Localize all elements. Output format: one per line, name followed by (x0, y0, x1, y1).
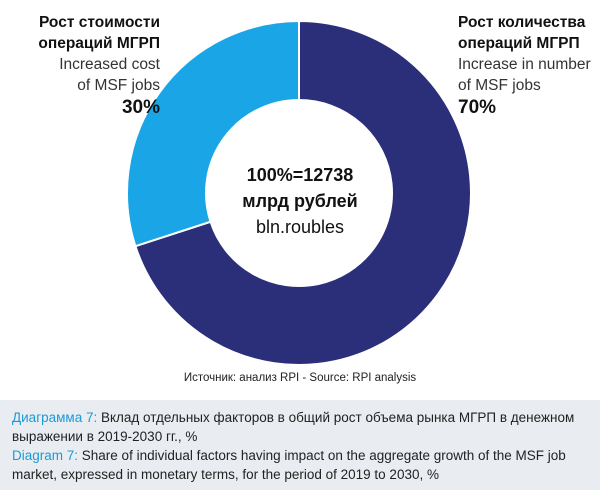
label-cost-ru-line2: операций МГРП (38, 35, 160, 52)
source-note: Источник: анализ RPI - Source: RPI analy… (183, 372, 417, 384)
caption-ru-text: Вклад отдельных факторов в общий рост об… (97, 410, 575, 425)
label-cost-en-line1: Increased cost (59, 56, 160, 73)
caption-ru-line2: выражении в 2019-2030 гг., % (12, 429, 198, 444)
caption-en-tag: Diagram 7: (12, 448, 79, 463)
label-cost-ru-line1: Рост стоимости (38, 14, 160, 31)
label-number-ru-line1: Рост количества (458, 14, 586, 31)
label-number-ru-line2: операций МГРП (458, 35, 580, 52)
donut-slice-number-of-jobs (134, 19, 472, 366)
label-number-en-line2: of MSF jobs (458, 77, 541, 94)
donut-center-total: 100%=12738 млрд рублей bln.roubles (200, 162, 400, 240)
label-number-percent: 70% (458, 97, 497, 118)
caption-en-text: Share of individual factors having impac… (78, 448, 566, 463)
label-cost-percent: 30% (121, 97, 160, 118)
caption-en: Diagram 7: Share of individual factors h… (12, 446, 588, 465)
caption-ru: Диаграмма 7: Вклад отдельных факторов в … (12, 408, 588, 427)
center-total-value: 100%=12738 (246, 165, 354, 185)
donut-chart (126, 19, 472, 366)
caption-ru-tag: Диаграмма 7: (12, 410, 98, 425)
slice-label-number: Рост количества операций МГРП Increase i… (458, 12, 598, 118)
center-unit-ru: млрд рублей (242, 191, 358, 211)
center-unit-en: bln.roubles (255, 217, 345, 237)
label-cost-en-line2: of MSF jobs (77, 77, 160, 94)
slice-label-cost: Рост стоимости операций МГРП Increased c… (10, 12, 160, 118)
label-number-en-line1: Increase in number (458, 56, 591, 73)
donut-slice-cost-of-jobs (126, 19, 300, 248)
figure-caption: Диаграмма 7: Вклад отдельных факторов в … (0, 400, 600, 490)
caption-en-line2: market, expressed in monetary terms, for… (12, 467, 439, 482)
